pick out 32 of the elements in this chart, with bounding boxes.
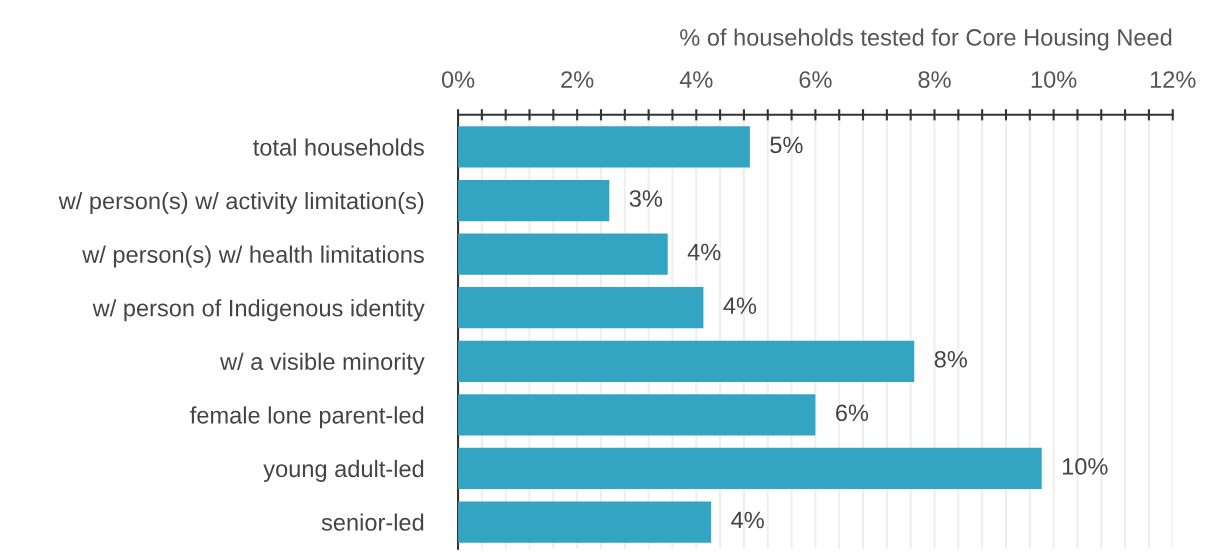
- data-label: 8%: [934, 350, 967, 368]
- bar: [458, 179, 610, 222]
- bar: [458, 501, 712, 543]
- bar: [458, 340, 915, 382]
- y-tick-label: w/ person(s) w/ health limitations: [82, 245, 424, 268]
- y-tick-label: senior-led: [321, 513, 424, 531]
- y-tick-label: w/ a visible minority: [220, 352, 425, 375]
- x-axis-title: % of households tested for Core Housing Need: [680, 28, 1172, 51]
- y-tick-label: young adult-led: [263, 459, 424, 482]
- x-tick-label: 4%: [679, 71, 713, 88]
- bar: [458, 126, 750, 168]
- data-label: 4%: [723, 297, 757, 314]
- data-label: 5%: [770, 136, 803, 154]
- x-tick-label: 6%: [799, 71, 832, 88]
- x-tick-label: 10%: [1031, 71, 1077, 88]
- data-label: 10%: [1062, 458, 1108, 475]
- data-label: 4%: [731, 511, 764, 529]
- x-tick-label: 2%: [561, 71, 594, 88]
- y-tick-label: total households: [253, 138, 424, 156]
- bar: [458, 447, 1042, 490]
- x-tick-label: 8%: [918, 71, 951, 88]
- data-label: 3%: [629, 190, 663, 207]
- data-label: 6%: [836, 404, 869, 422]
- y-tick-label: w/ person of Indigenous identity: [92, 299, 425, 322]
- bar: [458, 287, 704, 329]
- data-label: 4%: [687, 243, 721, 261]
- bar: [458, 233, 668, 275]
- y-tick-label: female lone parent-led: [190, 406, 424, 429]
- y-tick-label: w/ person(s) w/ activity limitation(s): [58, 191, 424, 214]
- x-tick-label: 0%: [441, 71, 475, 88]
- bar: [458, 394, 816, 436]
- x-tick-label: 12%: [1150, 71, 1196, 88]
